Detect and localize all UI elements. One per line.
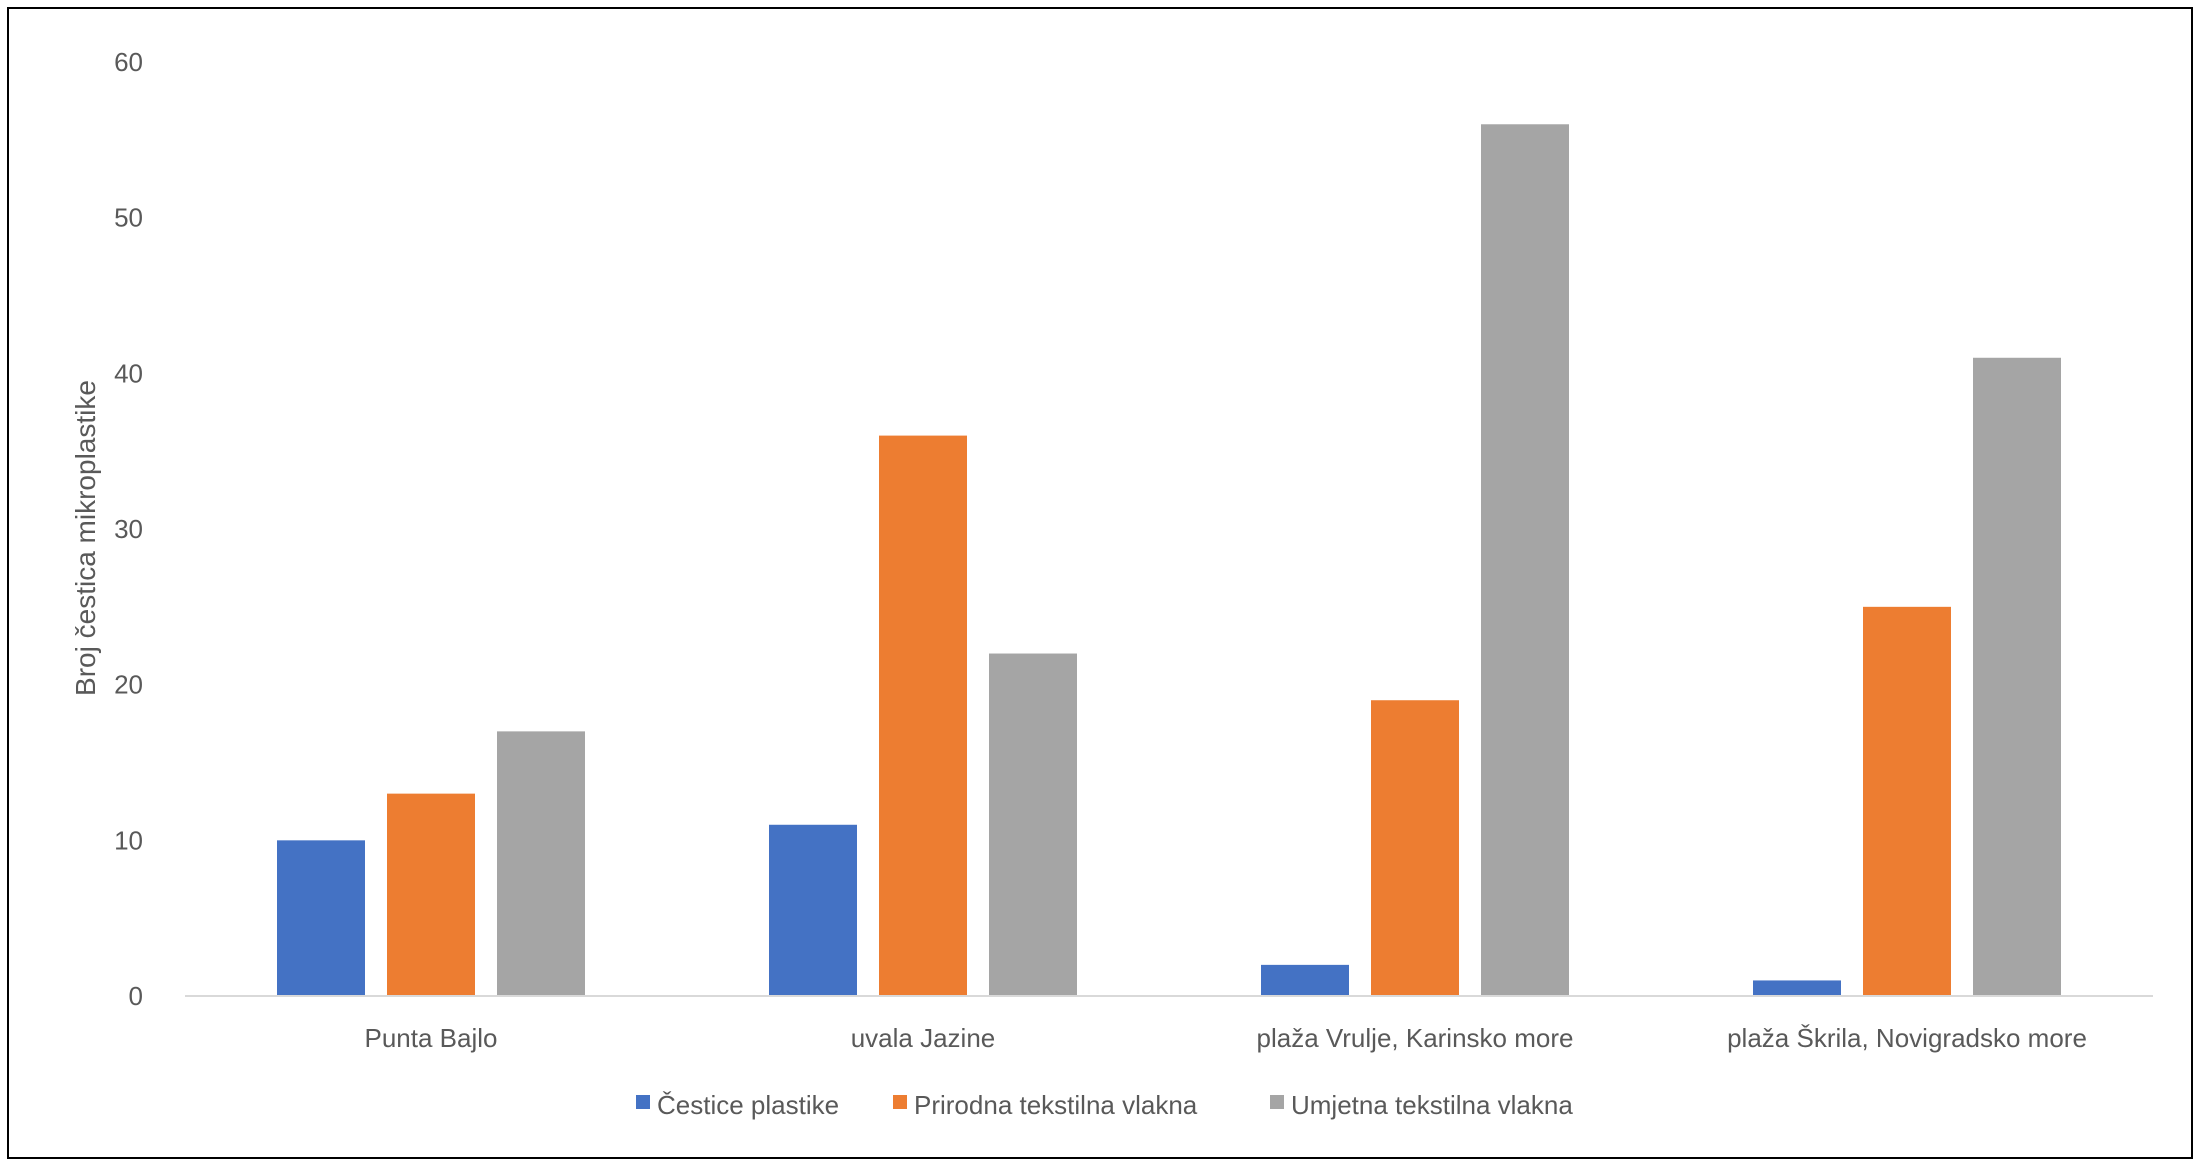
bar <box>1753 980 1841 996</box>
x-tick-label: uvala Jazine <box>851 1023 996 1053</box>
bar <box>1973 357 2061 996</box>
y-tick-label: 50 <box>114 203 143 233</box>
bar <box>989 653 1077 996</box>
legend-label: Čestice plastike <box>657 1090 839 1120</box>
y-tick-label: 0 <box>129 981 143 1011</box>
y-tick-label: 40 <box>114 358 143 388</box>
legend-swatch <box>893 1095 907 1109</box>
bar <box>1863 606 1951 996</box>
bar <box>387 793 475 996</box>
bars <box>277 124 2061 997</box>
x-axis-labels: Punta Bajlo uvala Jazine plaža Vrulje, Kar… <box>365 1023 2087 1053</box>
bar <box>497 731 585 996</box>
legend-swatch <box>636 1095 650 1109</box>
legend-swatch <box>1270 1095 1284 1109</box>
bar <box>1371 700 1459 996</box>
y-axis: 0 10 20 30 40 50 60 <box>114 47 143 1011</box>
bar <box>1481 124 1569 997</box>
bar <box>277 840 365 996</box>
bar <box>1261 964 1349 996</box>
legend: Čestice plastike Prirodna tekstilna vlakn… <box>636 1090 1573 1120</box>
x-tick-label: plaža Škrila, Novigradsko more <box>1727 1023 2087 1053</box>
legend-label: Prirodna tekstilna vlakna <box>914 1090 1198 1120</box>
legend-label: Umjetna tekstilna vlakna <box>1291 1090 1573 1120</box>
y-tick-label: 10 <box>114 825 143 855</box>
x-tick-label: Punta Bajlo <box>365 1023 498 1053</box>
y-tick-label: 60 <box>114 47 143 77</box>
y-tick-label: 30 <box>114 514 143 544</box>
x-tick-label: plaža Vrulje, Karinsko more <box>1257 1023 1574 1053</box>
y-axis-title: Broj čestica mikroplastike <box>70 380 101 696</box>
chart-frame <box>7 7 2193 1159</box>
bar <box>769 824 857 996</box>
bar <box>879 435 967 997</box>
y-tick-label: 20 <box>114 670 143 700</box>
